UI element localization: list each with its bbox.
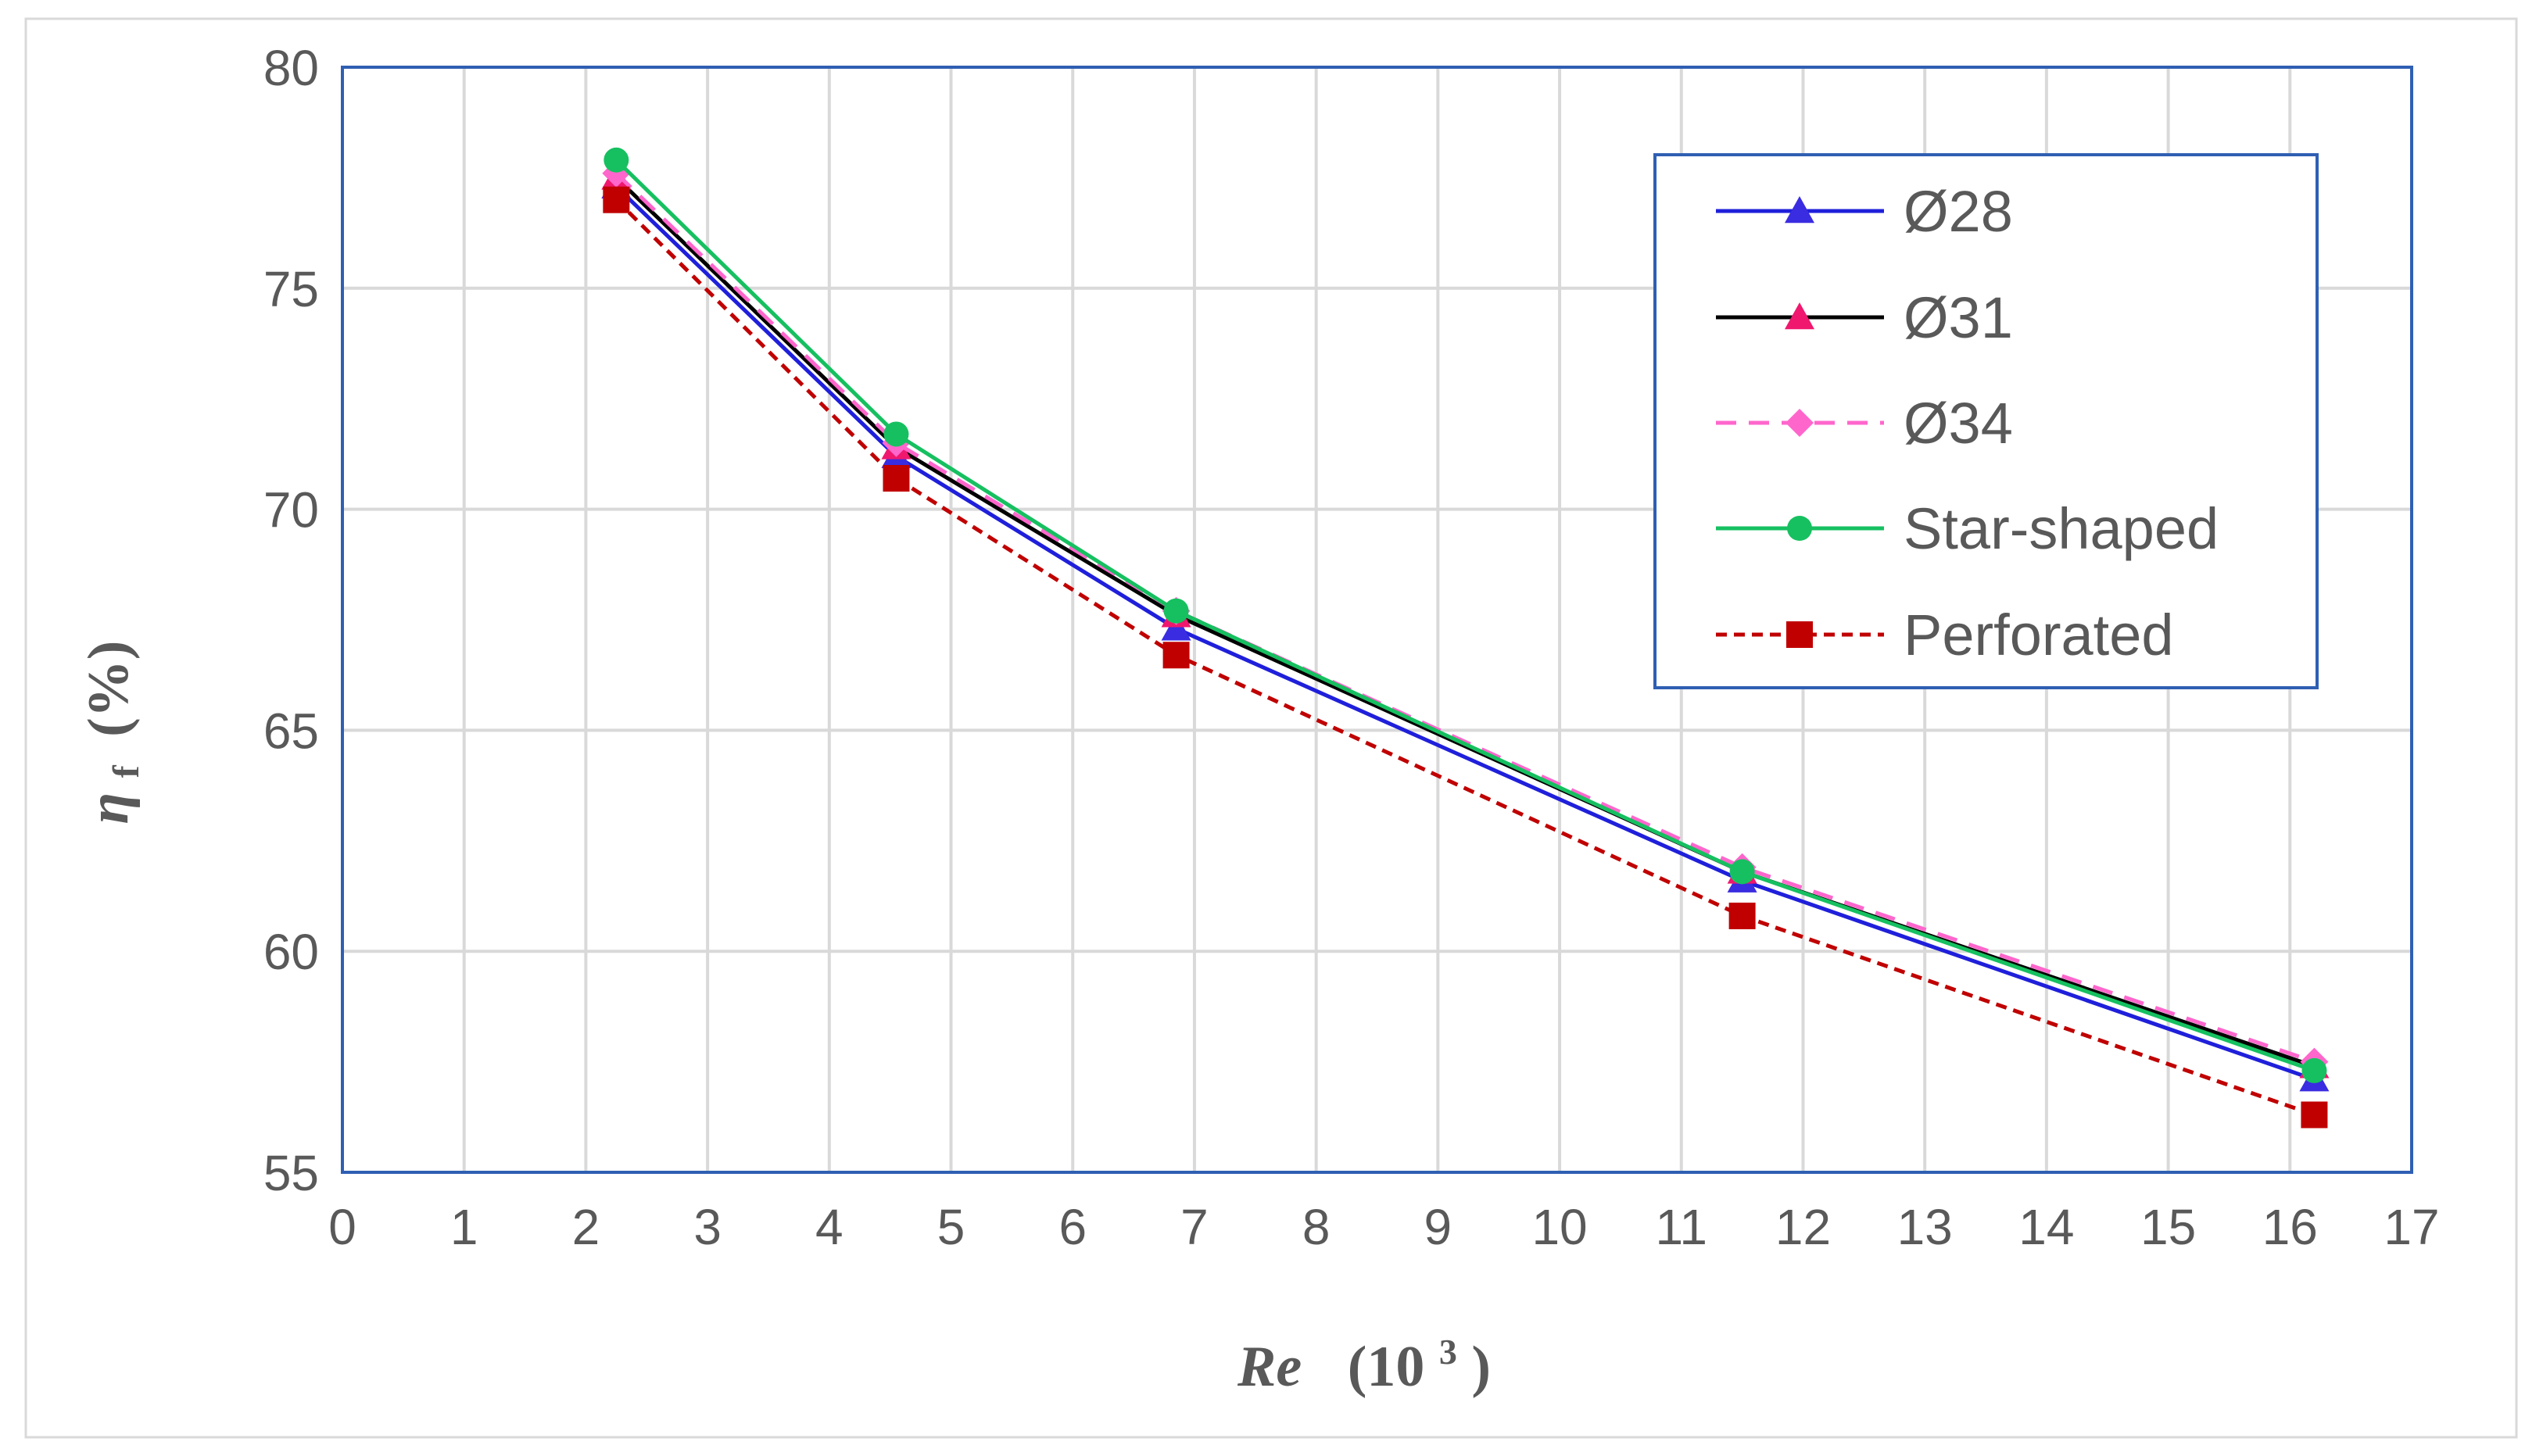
x-tick-label: 9	[1424, 1199, 1452, 1255]
data-point	[883, 421, 909, 447]
legend-swatch-marker	[1786, 621, 1813, 648]
y-axis-sub: f	[106, 764, 147, 778]
y-tick-label: 70	[263, 482, 319, 538]
series-Perforated	[603, 186, 2328, 1129]
legend-item: Ø34	[1716, 391, 2013, 456]
legend-item: Ø31	[1716, 285, 2013, 350]
x-tick-label: 16	[2262, 1199, 2318, 1255]
x-tick-label: 7	[1180, 1199, 1209, 1255]
y-tick-label: 55	[263, 1145, 319, 1201]
y-tick-labels: 55 60 65 70 75 80	[263, 40, 319, 1201]
legend: Ø28 Ø31 Ø34 Star-shaped Perforated	[1653, 153, 2319, 689]
x-axis-var: Re	[1237, 1335, 1302, 1399]
plot-area-frame	[341, 66, 2413, 1174]
x-tick-label: 6	[1058, 1199, 1087, 1255]
series-Star-shaped	[604, 147, 2327, 1083]
x-tick-label: 15	[2140, 1199, 2196, 1255]
x-tick-label: 1	[450, 1199, 478, 1255]
y-axis-var: η	[77, 792, 141, 825]
x-axis-unit-exp: 3	[1439, 1332, 1457, 1372]
y-axis-unit: (%)	[77, 641, 141, 737]
series-layer	[601, 147, 2330, 1129]
y-tick-label: 80	[263, 40, 319, 96]
x-tick-label: 12	[1775, 1199, 1831, 1255]
data-point	[1162, 642, 1190, 669]
x-tick-label: 10	[1531, 1199, 1587, 1255]
legend-swatch-marker	[1785, 409, 1814, 437]
data-point	[883, 465, 910, 492]
legend-item: Star-shaped	[1716, 496, 2219, 561]
data-point	[1729, 859, 1755, 885]
legend-swatch-marker	[1785, 196, 1814, 224]
y-tick-label: 75	[263, 261, 319, 317]
x-axis-title: Re (10 3 )	[1237, 1313, 1491, 1399]
legend-item: Perforated	[1716, 603, 2174, 667]
x-tick-label: 8	[1302, 1199, 1331, 1255]
y-tick-label: 65	[263, 703, 319, 759]
x-tick-label: 2	[572, 1199, 600, 1255]
x-tick-label: 17	[2384, 1199, 2439, 1255]
x-tick-label: 14	[2018, 1199, 2074, 1255]
y-tick-label: 60	[263, 924, 319, 980]
data-point	[1728, 902, 1756, 929]
data-point	[604, 147, 629, 173]
x-tick-label: 11	[1656, 1199, 1707, 1255]
legend-label: Ø31	[1904, 285, 2013, 350]
x-tick-label: 13	[1897, 1199, 1953, 1255]
legend-item: Ø28	[1716, 179, 2013, 244]
legend-label: Ø28	[1904, 179, 2013, 244]
data-point	[603, 186, 630, 213]
legend-label: Perforated	[1904, 603, 2174, 667]
legend-swatch-marker	[1785, 302, 1814, 330]
x-axis-unit: (10	[1348, 1335, 1425, 1399]
data-point	[2301, 1101, 2328, 1129]
x-axis-unit-close: )	[1471, 1335, 1491, 1399]
x-tick-label: 4	[815, 1199, 843, 1255]
legend-label: Ø34	[1904, 391, 2013, 456]
x-tick-label: 5	[937, 1199, 965, 1255]
legend-label: Star-shaped	[1904, 496, 2219, 561]
data-point	[2301, 1057, 2327, 1083]
y-axis-title: η f (%)	[77, 641, 152, 825]
x-tick-labels: 0 1 2 3 4 5 6 7 8 9 10 11 12 13 14 15 16 17	[328, 1199, 2439, 1255]
legend-swatch-marker	[1787, 516, 1812, 541]
data-point	[1163, 598, 1189, 624]
x-tick-label: 0	[328, 1199, 356, 1255]
x-tick-label: 3	[693, 1199, 722, 1255]
